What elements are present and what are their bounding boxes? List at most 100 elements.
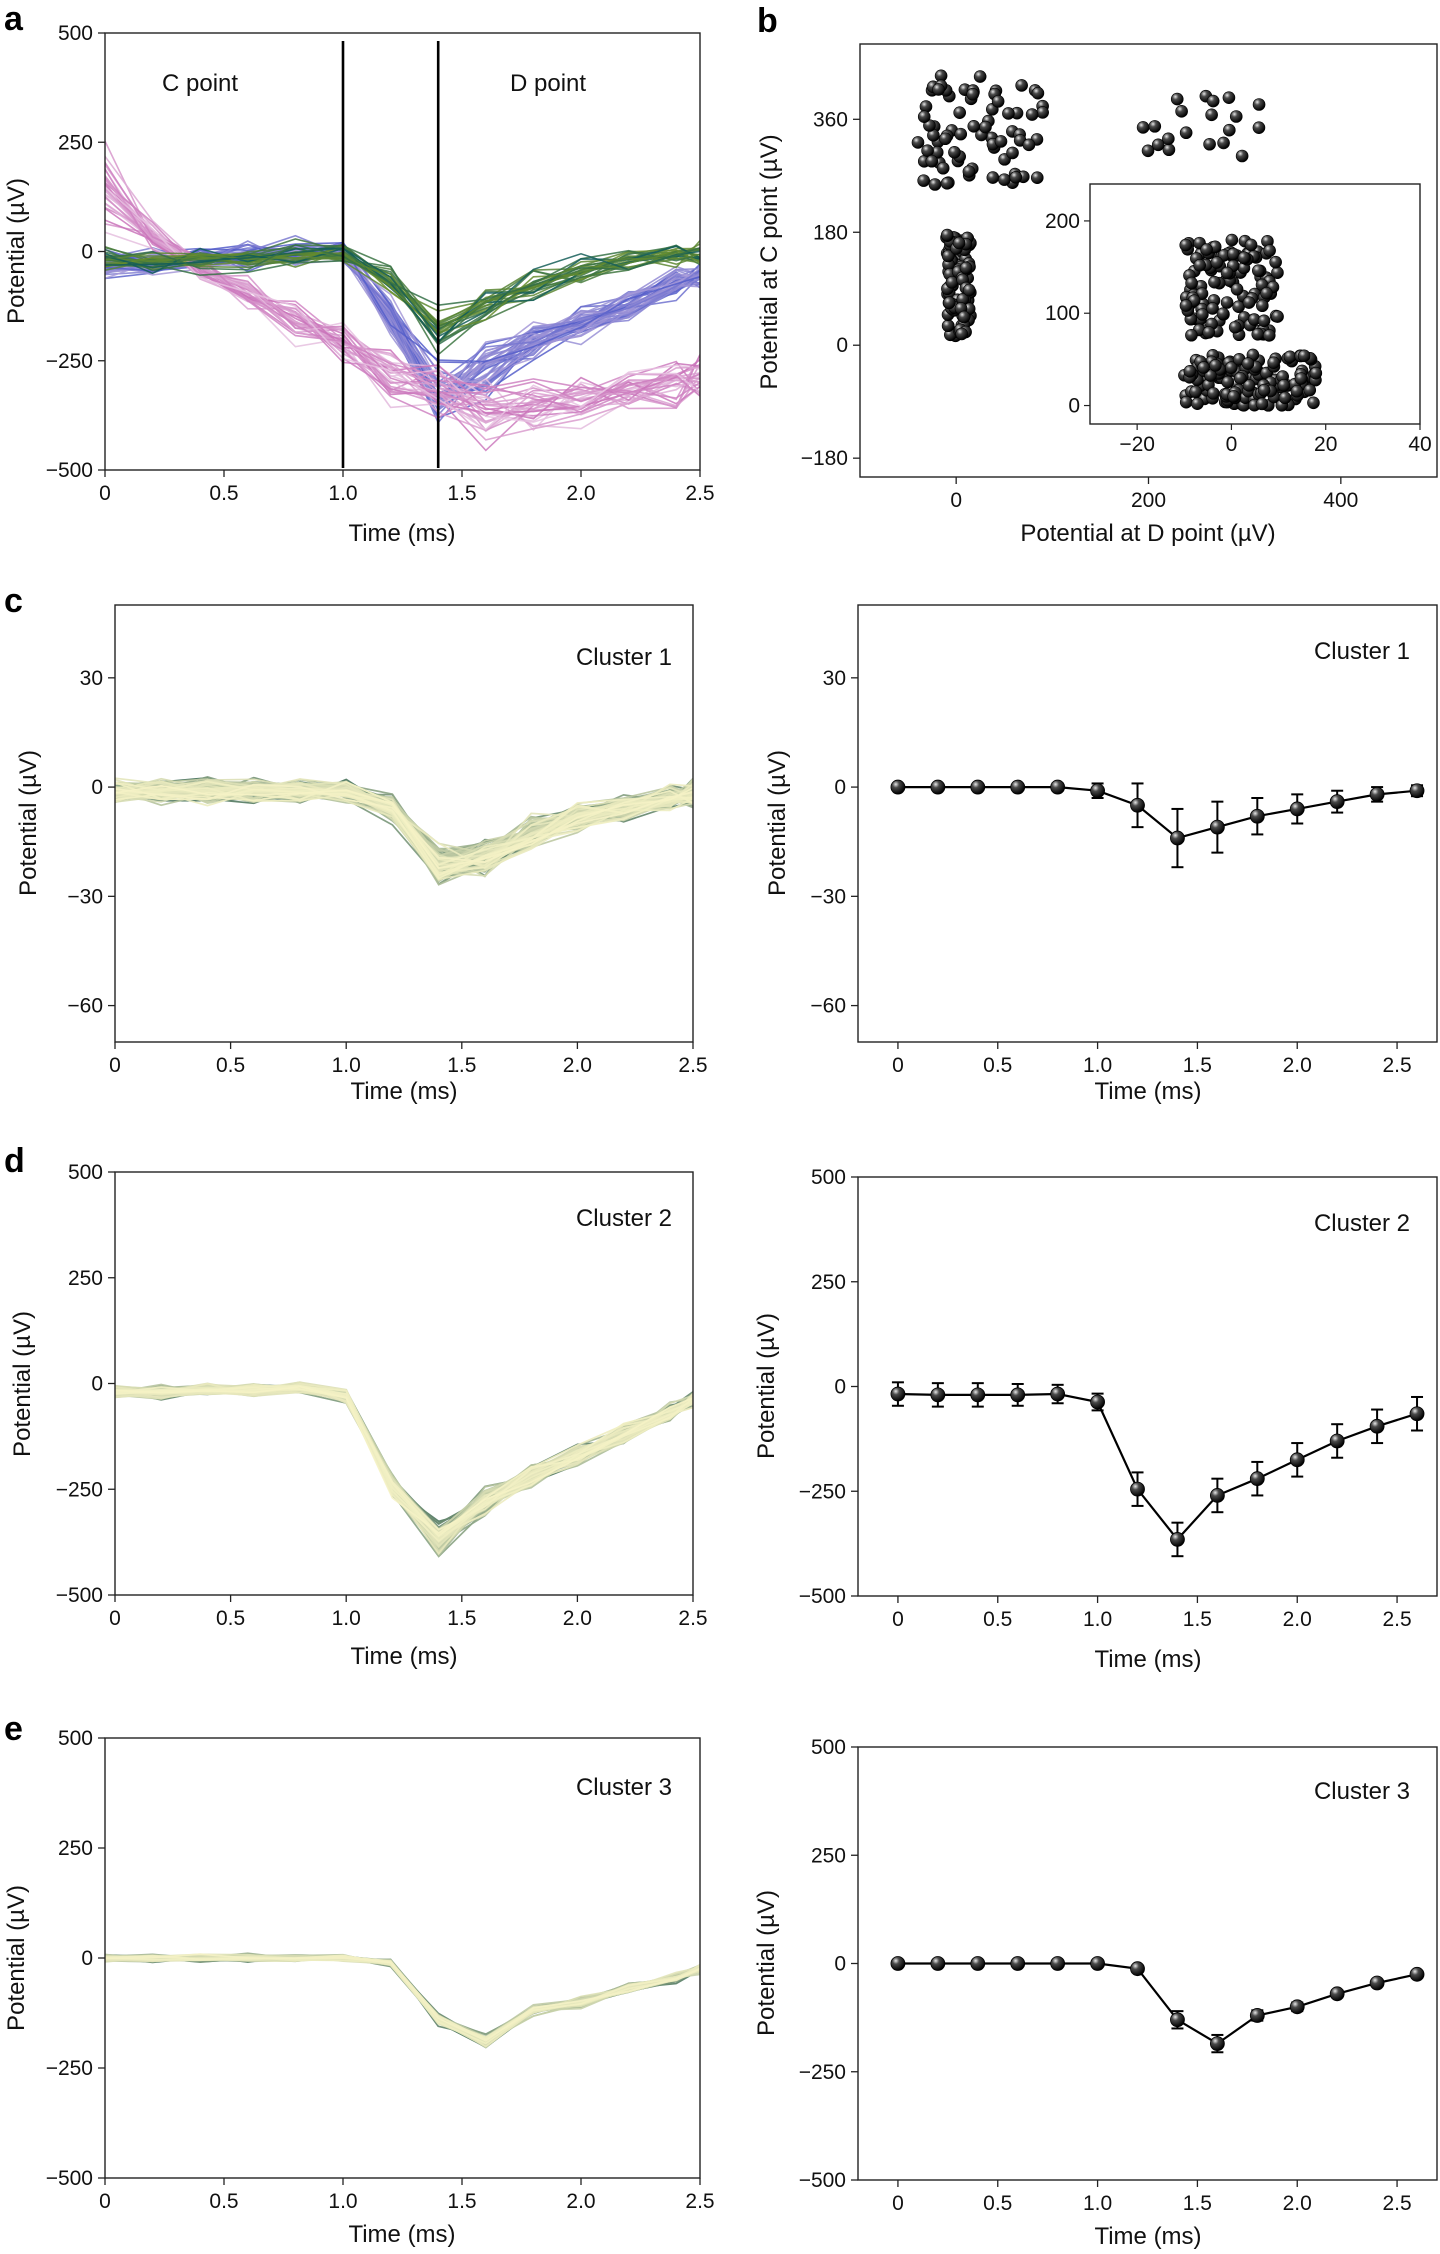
panel-b-point	[911, 136, 925, 149]
panel-d-trace	[115, 1384, 693, 1550]
panel-e-trace	[105, 1954, 700, 2047]
panel-b-point	[1009, 170, 1023, 184]
panel-e-trace	[105, 1956, 700, 2045]
panel-a-trace	[105, 186, 700, 431]
panel-d-trace	[115, 1385, 693, 1539]
panel-b-inset-point	[1179, 299, 1193, 312]
panel-a-ytick-label: −250	[46, 350, 93, 373]
panel-e-trace	[105, 1956, 700, 2043]
panel-d-trace	[115, 1385, 693, 1538]
panel-e-right-ytick-label: 0	[834, 1953, 846, 1976]
panel-b-inset-point	[1202, 326, 1216, 339]
panel-b-point	[928, 178, 942, 191]
panel-d-ylabel: Potential (µV)	[9, 1311, 36, 1457]
panel-e-trace	[105, 1955, 700, 2041]
panel-d-trace	[115, 1384, 693, 1539]
panel-c-ytick-label: 0	[91, 776, 103, 799]
panel-d-trace	[115, 1384, 693, 1543]
panel-c-right-ytick-label: −30	[810, 885, 846, 908]
panel-b-point	[940, 177, 954, 190]
panel-b-point	[942, 296, 956, 310]
panel-d-right-mean-point	[1289, 1452, 1305, 1468]
panel-d-trace	[115, 1386, 693, 1558]
panel-e-annotation: Cluster 3	[576, 1774, 672, 1801]
panel-d-ytick-label: 500	[68, 1161, 103, 1184]
panel-b-inset-point	[1303, 383, 1317, 397]
panel-b-inset-point	[1221, 375, 1235, 389]
panel-b-point	[1022, 138, 1036, 152]
panel-d-trace	[115, 1384, 693, 1536]
panel-b-inset-point	[1307, 396, 1320, 410]
panel-d-trace	[115, 1386, 693, 1536]
panel-d-right-ytick-label: 500	[811, 1166, 846, 1189]
panel-a-xtick-label: 0	[99, 482, 111, 505]
panel-b-point	[1031, 86, 1045, 100]
panel-a-trace	[105, 185, 700, 408]
panel-b-inset-point	[1269, 255, 1282, 269]
panel-d-trace	[115, 1387, 693, 1546]
panel-b-inset-point	[1251, 327, 1265, 341]
panel-d-trace	[115, 1387, 693, 1541]
panel-d-trace	[115, 1384, 693, 1536]
panel-b-point	[973, 70, 987, 83]
panel-e-right-xtick-label: 2.0	[1283, 2192, 1312, 2215]
panel-d-trace	[115, 1386, 693, 1539]
panel-e-xtick-label: 0	[99, 2190, 111, 2213]
panel-b-xtick-label: 200	[1131, 489, 1166, 512]
panel-b-inset-point	[1179, 238, 1193, 252]
panel-e-trace	[105, 1956, 700, 2044]
panel-b-inset-xtick-label: 40	[1408, 433, 1431, 456]
panel-e-right-xtick-label: 1.5	[1183, 2192, 1212, 2215]
panel-d-xtick-label: 2.0	[563, 1607, 592, 1630]
panel-d-trace	[115, 1383, 693, 1543]
panel-b-point	[986, 171, 1000, 184]
panel-d-right-mean-point	[1329, 1433, 1345, 1449]
panel-d-trace	[115, 1385, 693, 1553]
panel-a-ytick-label: 0	[81, 241, 93, 264]
panel-b-inset-xtick-label: 20	[1314, 433, 1337, 456]
panel-c-right-xtick-label: 1.0	[1083, 1054, 1112, 1077]
panel-e-ytick-label: 250	[58, 1837, 93, 1860]
panel-c-right-mean-point	[1090, 783, 1105, 799]
panel-b-point	[1179, 126, 1193, 140]
panel-c-xtick-label: 2.5	[678, 1054, 707, 1077]
panel-b-ytick-label: 360	[813, 108, 848, 131]
panel-c-right-xtick-label: 1.5	[1183, 1054, 1212, 1077]
panel-d-trace	[115, 1384, 693, 1550]
panel-b-point	[957, 310, 971, 324]
panel-d-trace	[115, 1385, 693, 1552]
panel-d-trace	[115, 1384, 693, 1545]
panel-d-right-mean-point	[1010, 1387, 1026, 1403]
panel-d-right-annotation: Cluster 2	[1314, 1210, 1410, 1237]
panel-c-xtick-label: 1.5	[447, 1054, 476, 1077]
panel-d-right-ylabel: Potential (µV)	[753, 1313, 780, 1459]
panel-a-trace	[105, 251, 700, 335]
panel-b-point	[966, 87, 980, 101]
panel-b-inset-point	[1209, 359, 1222, 372]
panel-d-trace	[115, 1385, 693, 1535]
panel-b-inset-xtick-label: 0	[1226, 433, 1238, 456]
panel-e-xtick-label: 1.0	[328, 2190, 357, 2213]
panel-d-right-mean-point	[1369, 1418, 1385, 1434]
panel-e-trace	[105, 1955, 700, 2044]
panel-d-trace	[115, 1389, 693, 1541]
panel-e-right-ytick-label: 250	[811, 1844, 846, 1867]
panel-e-trace	[105, 1956, 700, 2042]
panel-d-frame	[114, 1171, 694, 1596]
panel-c-xtick-label: 0	[109, 1054, 121, 1077]
panel-d-trace	[115, 1385, 693, 1537]
panel-e-xtick-label: 1.5	[447, 2190, 476, 2213]
panel-e-trace	[105, 1953, 700, 2043]
panel-b-point	[979, 120, 992, 134]
panel-b-inset-ytick-label: 200	[1045, 210, 1080, 233]
panel-e-right-xtick-label: 1.0	[1083, 2192, 1112, 2215]
panel-b-inset-point	[1200, 243, 1213, 256]
panel-d-trace	[115, 1386, 693, 1546]
panel-b-point	[941, 319, 955, 333]
panel-e-trace	[105, 1953, 700, 2042]
panel-e-trace	[105, 1956, 700, 2041]
panel-b-point	[1229, 110, 1243, 123]
panel-e-trace	[105, 1955, 700, 2040]
panel-d-trace	[115, 1383, 693, 1545]
